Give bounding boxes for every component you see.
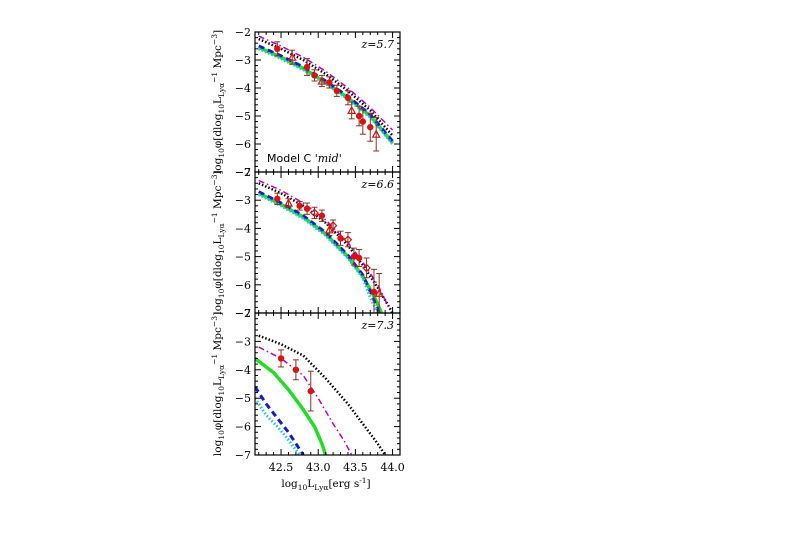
data-point bbox=[274, 45, 281, 52]
y-tick-label: −2 bbox=[235, 26, 251, 39]
y-tick-label: −2 bbox=[235, 307, 251, 320]
data-point bbox=[324, 225, 334, 234]
series-blue bbox=[255, 385, 305, 455]
y-tick-label: −6 bbox=[235, 421, 251, 434]
y-tick-label: −4 bbox=[235, 82, 251, 95]
series-black bbox=[258, 334, 387, 455]
data-point bbox=[344, 94, 352, 102]
data-point bbox=[374, 288, 384, 297]
data-point bbox=[343, 235, 353, 245]
y-axis-label: log10φ[dlog10LLyα−1 Mpc−3] bbox=[210, 30, 226, 174]
y-tick-label: −6 bbox=[235, 138, 251, 151]
x-tick-label: 43.0 bbox=[306, 461, 331, 474]
data-points bbox=[274, 192, 384, 313]
data-point bbox=[318, 212, 326, 219]
data-point bbox=[337, 235, 344, 242]
data-point bbox=[283, 198, 293, 207]
series-magenta bbox=[258, 179, 390, 308]
y-tick-label: −5 bbox=[235, 110, 251, 123]
data-point bbox=[367, 124, 374, 131]
data-point bbox=[274, 195, 281, 202]
data-points bbox=[274, 41, 381, 152]
data-point bbox=[307, 387, 314, 395]
data-points bbox=[277, 349, 314, 412]
y-tick-label: −6 bbox=[235, 279, 251, 292]
data-point bbox=[362, 263, 371, 273]
data-point bbox=[371, 129, 381, 138]
data-point bbox=[370, 288, 378, 296]
data-point bbox=[310, 208, 319, 218]
data-point bbox=[296, 202, 303, 210]
data-point bbox=[355, 112, 363, 120]
redshift-label: z=5.7 bbox=[360, 38, 394, 51]
data-point bbox=[326, 79, 333, 86]
y-tick-label: −4 bbox=[235, 222, 251, 235]
x-axis-label: log10LLyα[erg s-1] bbox=[281, 476, 370, 492]
data-point bbox=[350, 253, 358, 260]
y-tick-label: −7 bbox=[235, 307, 251, 320]
series-green bbox=[257, 191, 384, 313]
model-annotation: Model C 'mid' bbox=[267, 152, 342, 165]
data-point bbox=[292, 366, 300, 373]
data-point bbox=[277, 355, 285, 362]
panel-2: −2 −3 −4 −5 −6 −7 z=6.6 log10φ[dlog10LLyα−1 Mpc… bbox=[210, 166, 401, 320]
y-tick-label: −4 bbox=[235, 364, 251, 377]
y-tick-label: −3 bbox=[235, 194, 251, 207]
x-tick-label: 44.0 bbox=[380, 461, 405, 474]
y-tick-label: −7 bbox=[235, 449, 251, 462]
series-green bbox=[255, 357, 328, 455]
data-point bbox=[303, 205, 311, 212]
redshift-label: z=7.3 bbox=[360, 319, 394, 332]
x-tick-label: 42.5 bbox=[269, 461, 294, 474]
series-black bbox=[258, 182, 394, 313]
y-tick-label: −3 bbox=[235, 54, 251, 67]
y-axis-label: log10φ[dlog10LLyα−1 Mpc−3] bbox=[210, 170, 226, 314]
data-point bbox=[311, 72, 318, 79]
series-cyan bbox=[255, 397, 301, 455]
series-magenta bbox=[258, 346, 353, 455]
y-tick-label: −3 bbox=[235, 335, 251, 348]
data-point bbox=[347, 105, 357, 115]
data-point bbox=[355, 254, 363, 262]
series-blue bbox=[258, 190, 381, 313]
series-cyan bbox=[258, 47, 394, 145]
panel-1: −2 −3 −4 −5 −6 −7 z=5.7 Model C 'mid' log10φ[dlo… bbox=[210, 26, 401, 179]
data-point bbox=[303, 63, 311, 71]
panel-3: −2 −3 −4 −5 −6 −7 42.5 43.0 43.5 44.0 z=7.3 log10φ[… bbox=[210, 307, 405, 474]
y-tick-label: −5 bbox=[235, 251, 251, 264]
data-point bbox=[317, 76, 327, 85]
data-point bbox=[328, 221, 338, 230]
redshift-label: z=6.6 bbox=[360, 178, 394, 191]
model-curves bbox=[255, 334, 387, 455]
y-tick-label: −2 bbox=[235, 166, 251, 179]
y-tick-label: −5 bbox=[235, 392, 251, 405]
y-tick-label: −7 bbox=[235, 166, 251, 179]
panel-frame bbox=[254, 312, 401, 456]
data-point bbox=[287, 52, 297, 61]
data-point bbox=[333, 87, 340, 95]
data-point bbox=[359, 118, 367, 125]
y-axis-label: log10φ[dlog10LLyα−1 Mpc−3] bbox=[210, 312, 226, 456]
x-tick-label: 43.5 bbox=[343, 461, 368, 474]
series-black bbox=[258, 37, 394, 137]
series-cyan bbox=[258, 193, 380, 313]
